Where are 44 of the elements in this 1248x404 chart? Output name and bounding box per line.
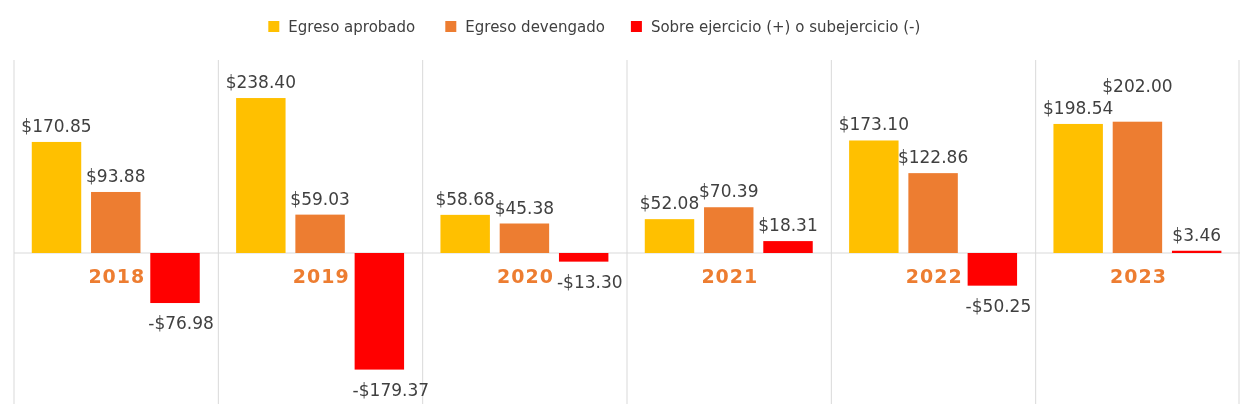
data-label: $173.10: [838, 114, 909, 135]
legend-label: Sobre ejercicio (+) o subejercicio (-): [650, 18, 921, 36]
bar: [295, 214, 345, 253]
bar: [354, 253, 405, 370]
bar: [908, 173, 958, 253]
bar: [644, 219, 695, 253]
data-label: $202.00: [1102, 75, 1173, 96]
data-label: $170.85: [21, 115, 92, 136]
data-label: -$76.98: [148, 313, 214, 334]
x-tick-label: 2022: [905, 265, 963, 287]
bar: [558, 253, 609, 262]
data-label: $238.40: [225, 72, 296, 93]
data-label: -$179.37: [352, 379, 430, 400]
x-tick-label: 2020: [497, 265, 554, 287]
bar: [236, 98, 286, 253]
legend-label: Egreso devengado: [465, 18, 605, 36]
bar: [91, 191, 141, 253]
data-label: $52.08: [639, 193, 700, 214]
data-label: $45.38: [494, 197, 555, 218]
data-label: $198.54: [1043, 97, 1114, 118]
data-label: $59.03: [290, 188, 350, 209]
x-tick-label: 2018: [88, 265, 146, 287]
x-tick-label: 2023: [1110, 265, 1167, 287]
bar: [150, 253, 200, 304]
legend-label: Egreso aprobado: [288, 18, 416, 36]
bar: [440, 214, 490, 253]
data-label: $58.68: [435, 188, 495, 209]
data-label: -$13.30: [556, 271, 623, 292]
bar: [967, 253, 1018, 286]
x-tick-label: 2019: [292, 265, 350, 287]
data-label: $3.46: [1172, 224, 1222, 245]
bar: [1112, 121, 1163, 253]
data-label: $18.31: [758, 215, 818, 236]
bar: [1053, 123, 1103, 253]
x-tick-label: 2021: [701, 265, 759, 287]
bar: [849, 140, 899, 253]
bar: [499, 223, 550, 253]
data-label: $122.86: [897, 147, 969, 168]
data-label: -$50.25: [965, 295, 1032, 316]
data-label: $93.88: [86, 165, 146, 186]
data-label: $70.39: [699, 181, 759, 202]
bar: [31, 141, 82, 253]
bar: [704, 207, 754, 253]
bar: [763, 241, 813, 253]
